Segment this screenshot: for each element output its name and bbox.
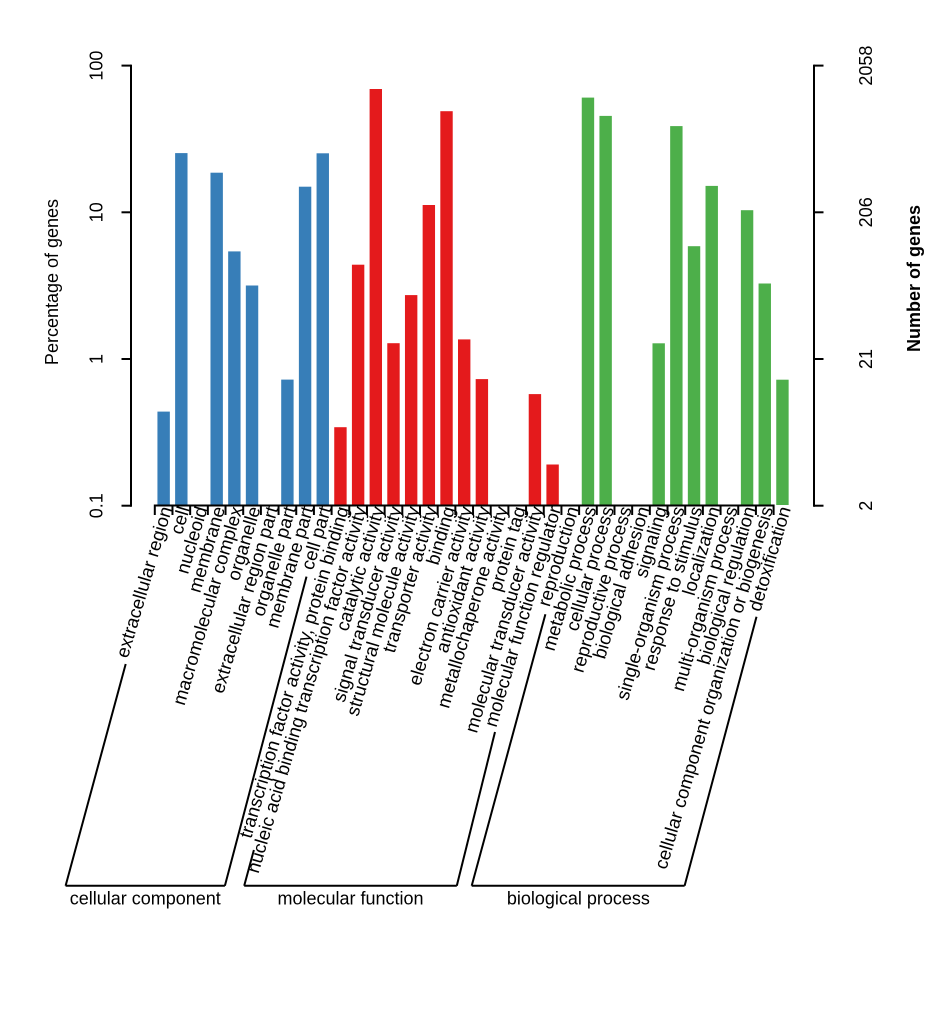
svg-text:2058: 2058 — [856, 46, 876, 86]
svg-text:206: 206 — [856, 197, 876, 227]
svg-text:1: 1 — [86, 354, 106, 364]
svg-text:biological process: biological process — [507, 889, 650, 909]
svg-text:2: 2 — [856, 501, 876, 511]
svg-text:Percentage of genes: Percentage of genes — [42, 199, 62, 365]
svg-text:10: 10 — [86, 202, 106, 222]
svg-text:100: 100 — [86, 51, 106, 81]
svg-text:cellular component: cellular component — [70, 889, 221, 909]
svg-text:0.1: 0.1 — [86, 493, 106, 518]
svg-text:21: 21 — [856, 349, 876, 369]
svg-text:Number of genes: Number of genes — [904, 205, 924, 352]
svg-text:molecular function: molecular function — [277, 889, 423, 909]
